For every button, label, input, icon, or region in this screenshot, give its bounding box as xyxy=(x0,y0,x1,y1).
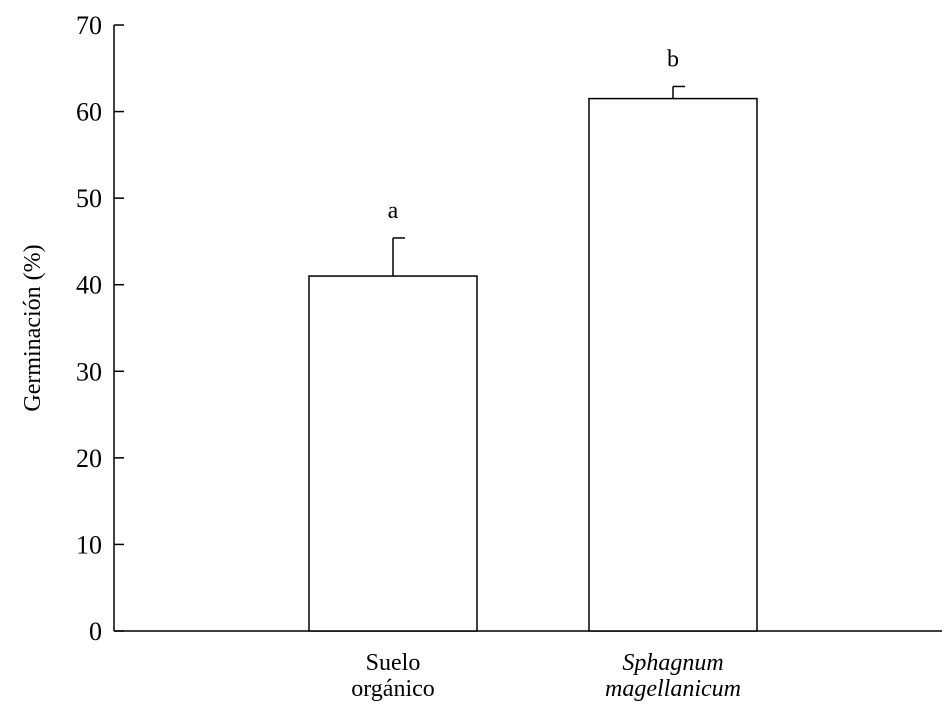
significance-label: a xyxy=(388,198,399,224)
y-tick-label: 70 xyxy=(76,11,102,40)
x-category-label: magellanicum xyxy=(605,676,741,702)
significance-label: b xyxy=(667,46,679,72)
x-category-label: Suelo xyxy=(366,650,421,676)
x-category-label: orgánico xyxy=(351,676,435,702)
y-tick-label: 30 xyxy=(76,357,102,386)
y-tick-label: 50 xyxy=(76,184,102,213)
y-axis-label: Germinación (%) xyxy=(20,244,46,411)
y-tick-label: 10 xyxy=(76,530,102,559)
y-tick-label: 20 xyxy=(76,444,102,473)
bar xyxy=(308,275,478,632)
y-tick-label: 0 xyxy=(89,617,102,646)
y-tick-label: 40 xyxy=(76,271,102,300)
bars xyxy=(308,85,758,632)
x-category-label: Sphagnum xyxy=(622,650,723,676)
axes: 0 10 20 30 40 50 60 70 xyxy=(76,11,942,646)
y-tick-label: 60 xyxy=(76,98,102,127)
bar xyxy=(588,97,758,632)
